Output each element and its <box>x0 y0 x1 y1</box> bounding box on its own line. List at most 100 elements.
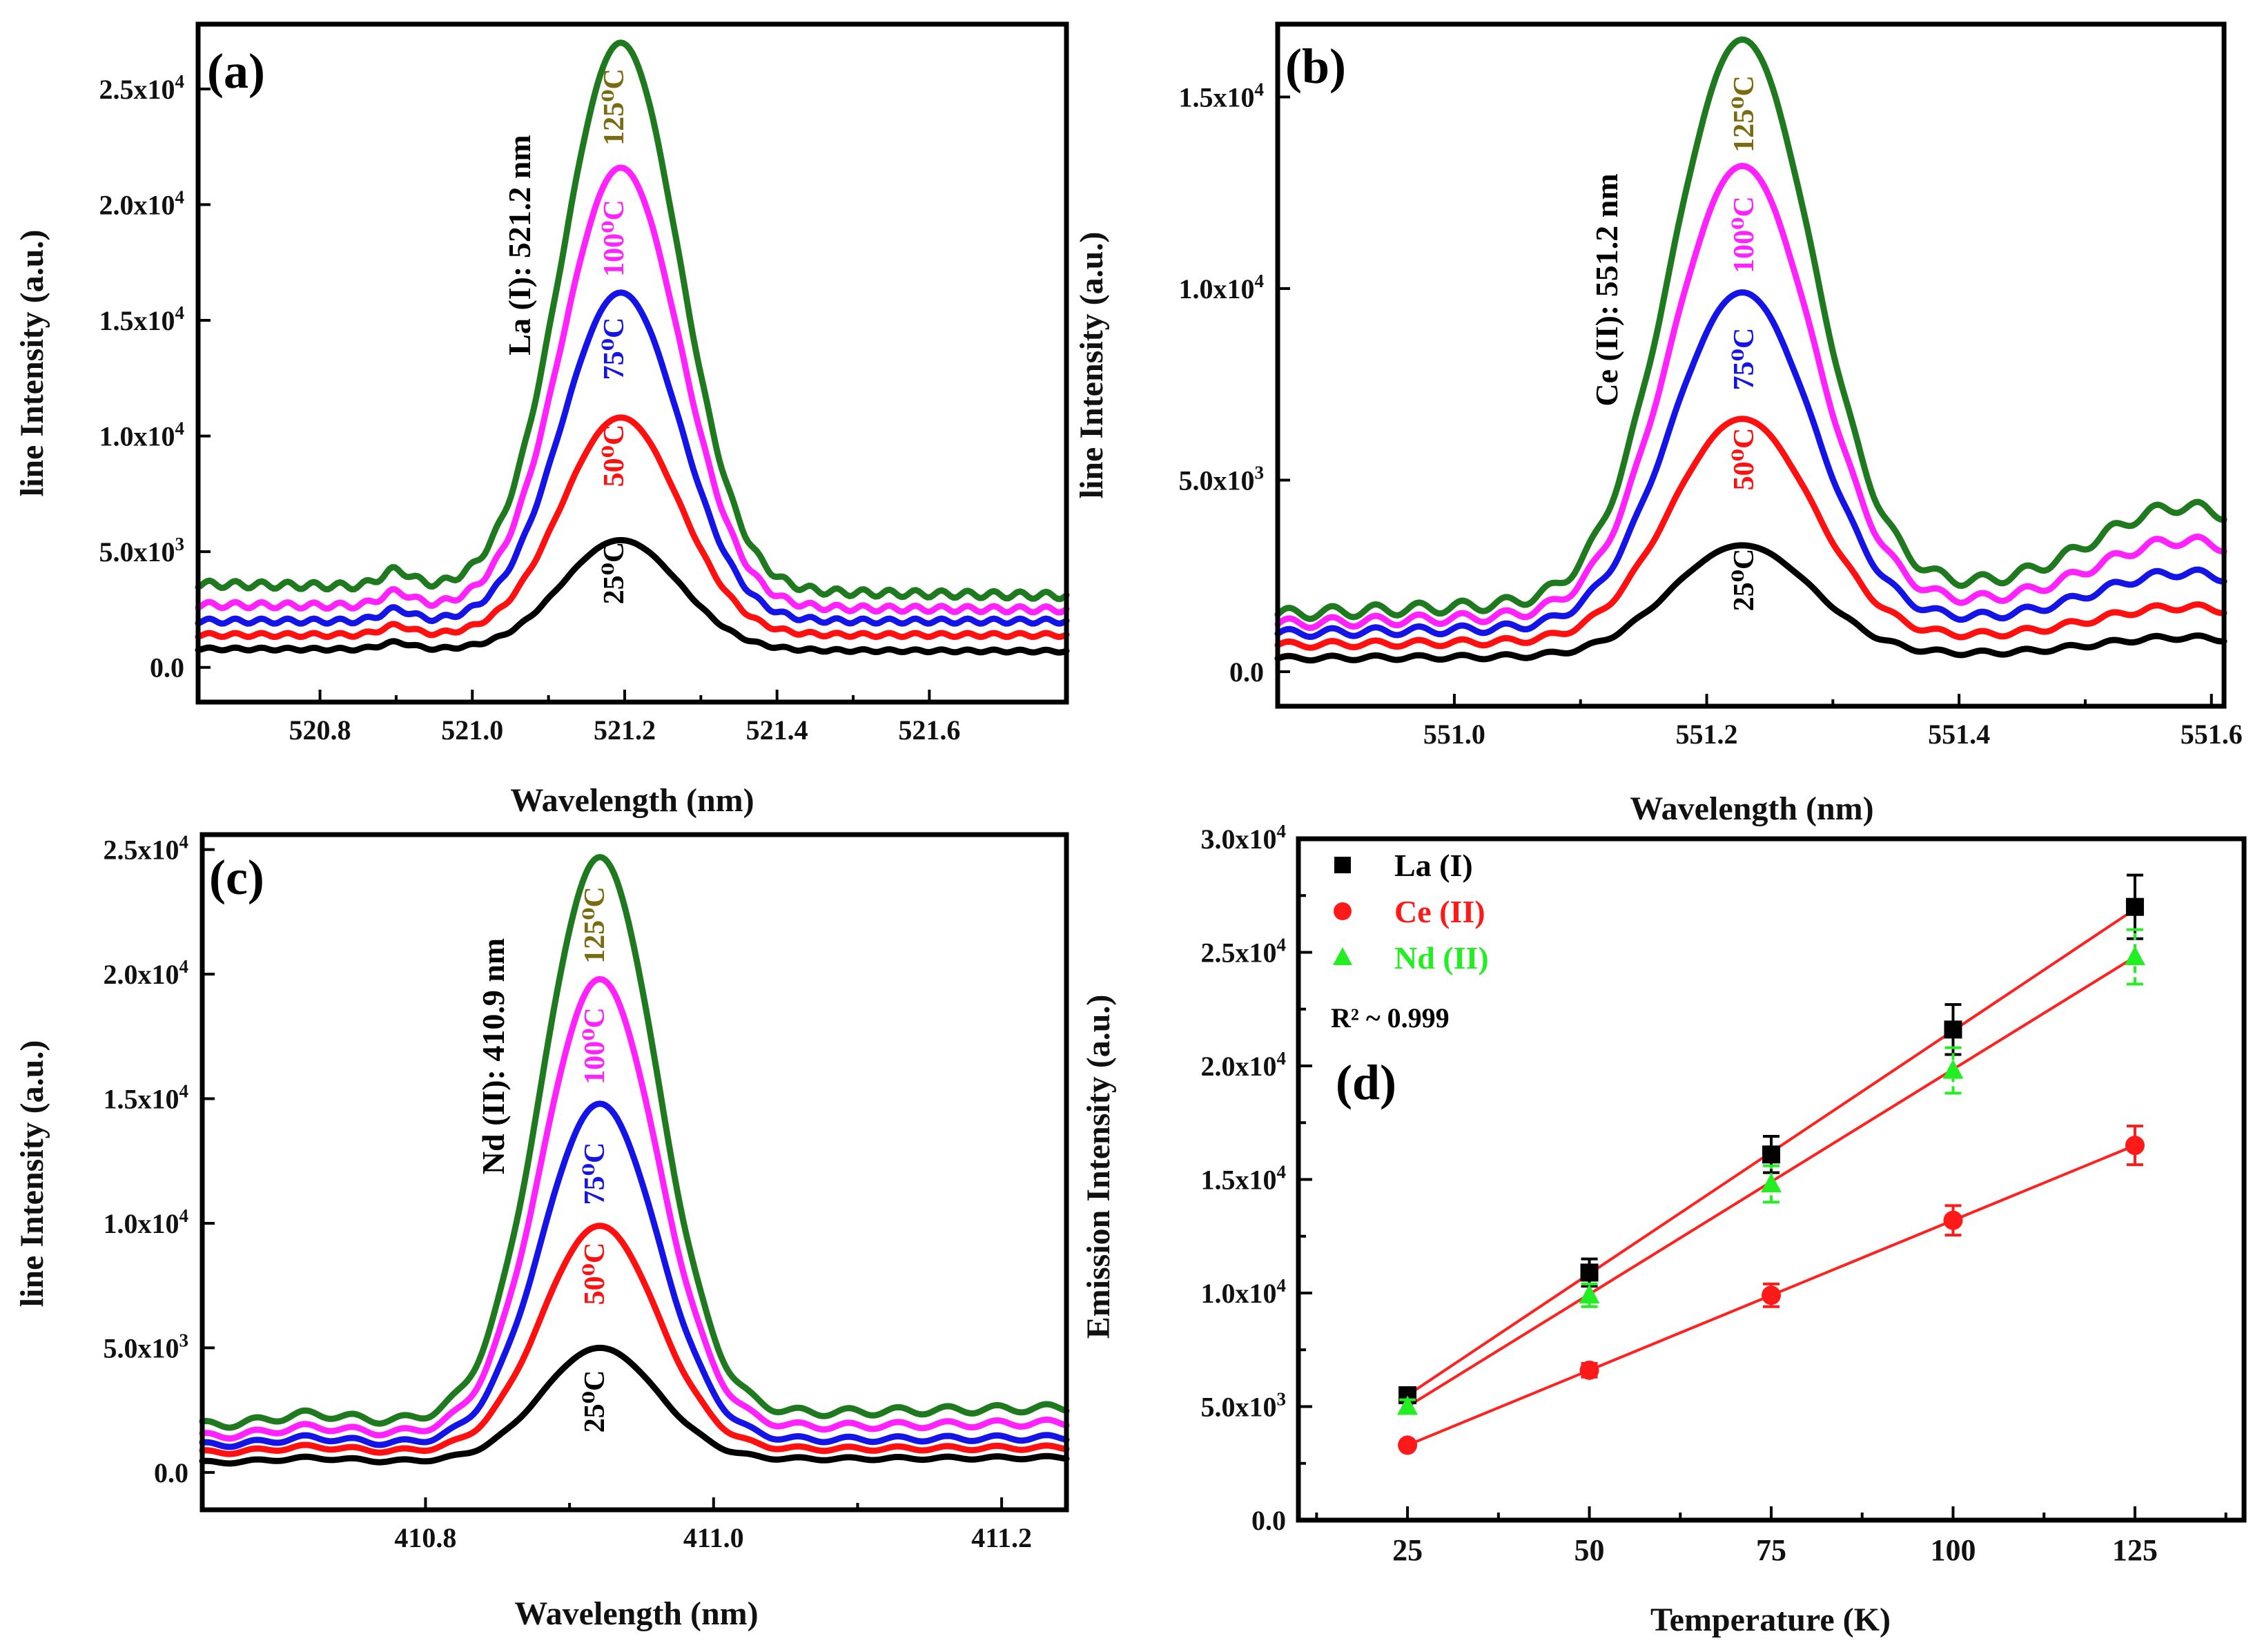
panel-a-ytick-label-exp: 4 <box>175 418 185 439</box>
panel-a-ytick-label: 0.0 <box>150 652 184 683</box>
panel-c-curve-50c <box>199 1223 1070 1457</box>
panel-c-ytick-label: 2.5x104 <box>104 832 189 866</box>
panel-d-xlabel: Temperature (K) <box>1650 1602 1891 1638</box>
panel-b-ytick-label-base: 5.0x10 <box>1179 465 1255 496</box>
panel-a-curves <box>195 39 1070 656</box>
panel-a-xtick-label: 521.4 <box>746 715 808 746</box>
panel-d-data-points <box>1397 873 2145 1455</box>
panel-a-ytick-label-base: 2.0x10 <box>99 189 175 220</box>
panel-c-ytick-label: 2.0x104 <box>104 956 189 990</box>
panel-c-ytick-label-base: 2.5x10 <box>104 835 179 866</box>
panel-c-ytick-label-base: 5.0x10 <box>104 1332 179 1363</box>
legend-marker-la <box>1334 857 1351 873</box>
panel-a-xtick-label: 520.8 <box>289 715 351 746</box>
panel-d-label: (d) <box>1336 1055 1396 1110</box>
panel-a-temp-label-25: 25⁰C <box>598 542 630 605</box>
panel-b-ytick-label-base: 1.5x10 <box>1179 81 1255 113</box>
panel-c-curve-25c <box>199 1344 1070 1467</box>
panel-c-label: (c) <box>209 850 264 905</box>
panel-b-ytick-label-exp: 4 <box>1255 271 1265 291</box>
panel-d-ylabel: Emission Intensity (a.u.) <box>1080 995 1117 1339</box>
panel-b-ce-spectra: 551.0 551.2 551.4 551.60.05.0x1031.0x1041.5… <box>1073 21 2243 827</box>
legend-marker-ce <box>1334 902 1352 920</box>
panel-c-temp-label-100: 100⁰C <box>579 1007 611 1085</box>
panel-b-temp-label-25: 25⁰C <box>1728 549 1760 612</box>
panel-a-ytick-label-exp: 4 <box>175 186 185 207</box>
panel-d-xtick-label: 25 <box>1392 1533 1423 1567</box>
panel-c-ylabel: line Intensity (a.u.) <box>14 1040 50 1308</box>
panel-a-curve-25c <box>195 536 1070 656</box>
panel-c-line-label: Nd (II): 410.9 nm <box>476 938 511 1174</box>
panel-d-ytick-label: 1.5x104 <box>1201 1162 1287 1196</box>
panel-d-frame <box>1296 836 2247 1523</box>
panel-c-ytick-label-base: 1.0x10 <box>104 1208 179 1239</box>
legend-label-la: La (I) <box>1394 848 1473 883</box>
panel-c-ytick-label-exp: 4 <box>179 956 189 977</box>
panel-c-ytick-label: 0.0 <box>154 1457 188 1488</box>
panel-b-temp-label-50: 50⁰C <box>1728 428 1760 491</box>
panel-b-curves <box>1274 36 2227 664</box>
panel-a-label: (a) <box>207 43 265 99</box>
panel-c-ytick-label: 1.5x104 <box>104 1081 189 1115</box>
panel-c-curve-75c <box>199 1100 1070 1450</box>
panel-d-point-nd <box>1942 1059 1964 1079</box>
panel-a-ytick-label-exp: 3 <box>175 534 185 554</box>
panel-d-xtick-label: 50 <box>1574 1533 1605 1567</box>
panel-d-ytick-label-base: 0.0 <box>1251 1505 1286 1536</box>
panel-d-point-ce <box>1762 1285 1781 1305</box>
panel-b-temp-label-100: 100⁰C <box>1728 196 1760 273</box>
panel-d-xtick-label: 100 <box>1930 1533 1976 1567</box>
panel-d-legend: La (I) Ce (II) Nd (II) <box>1333 848 1489 975</box>
panel-a-ytick-label-exp: 4 <box>175 302 185 323</box>
panel-b-ytick-label-base: 1.0x10 <box>1179 273 1255 304</box>
panel-a-ytick-label-base: 5.0x10 <box>99 536 175 567</box>
panel-a-ytick-label: 2.5x104 <box>99 71 185 105</box>
panel-d-ytick-label-base: 2.0x10 <box>1201 1051 1277 1082</box>
panel-d-ticks: 25 50 75 100 1250.05.0x1031.0x1041.5x1042.0x… <box>1201 821 2227 1567</box>
panel-c-temp-label-50: 50⁰C <box>579 1243 611 1305</box>
panel-c-ytick-label-exp: 3 <box>179 1330 189 1350</box>
panel-c-frame <box>199 832 1069 1513</box>
panel-d-ytick-label-exp: 4 <box>1277 1275 1287 1296</box>
panel-a-ytick-label: 5.0x103 <box>99 534 185 567</box>
panel-b-ytick-label-exp: 3 <box>1255 463 1265 483</box>
panel-a-line-label: La (I): 521.2 nm <box>502 135 537 355</box>
panel-d-point-la <box>1944 1020 1962 1039</box>
panel-d-ytick-label-exp: 4 <box>1277 935 1287 955</box>
panel-b-ticks: 551.0 551.2 551.4 551.60.05.0x1031.0x1041.5… <box>1179 79 2243 750</box>
panel-d-point-ce <box>1398 1435 1418 1455</box>
panel-d-point-nd <box>1397 1395 1418 1415</box>
panel-b-xtick-label: 551.6 <box>2181 719 2243 750</box>
panel-d-point-la <box>2125 897 2144 916</box>
panel-d-ytick-label: 2.5x104 <box>1201 935 1287 969</box>
legend-label-ce: Ce (II) <box>1394 894 1485 929</box>
panel-d-ytick-label: 0.0 <box>1251 1505 1286 1536</box>
panel-a-xtick-label: 521.0 <box>441 715 503 746</box>
panel-d-ytick-label-base: 3.0x10 <box>1201 824 1277 855</box>
panel-c-ytick-label: 1.0x104 <box>104 1205 189 1239</box>
panel-b-ytick-label: 5.0x103 <box>1179 463 1265 496</box>
panel-b-temp-label-125: 125⁰C <box>1728 75 1760 153</box>
panel-b-ytick-label: 1.0x104 <box>1179 271 1265 304</box>
panel-b-label: (b) <box>1285 39 1346 94</box>
panel-b-temp-label-75: 75⁰C <box>1728 328 1760 391</box>
panel-c-ytick-label-exp: 4 <box>179 1205 189 1226</box>
panel-d-point-nd <box>1579 1284 1600 1304</box>
panel-d-r-squared: R² ~ 0.999 <box>1331 1002 1450 1033</box>
panel-d-point-ce <box>1943 1210 1963 1230</box>
panel-d-point-la <box>1580 1263 1599 1282</box>
legend-marker-nd <box>1333 947 1352 965</box>
panel-d-ytick-label-base: 1.5x10 <box>1201 1165 1277 1196</box>
panel-d-ytick-label: 3.0x104 <box>1201 821 1287 855</box>
panel-d-point-ce <box>2125 1136 2145 1156</box>
panel-d-xtick-label: 125 <box>2112 1533 2158 1567</box>
panel-a-ytick-label-base: 1.5x10 <box>99 305 175 336</box>
panel-c-xtick-label: 410.8 <box>394 1522 456 1553</box>
panel-a-ytick-label: 2.0x104 <box>99 186 185 220</box>
panel-d-emission-vs-temperature: 25 50 75 100 1250.05.0x1031.0x1041.5x1042.0x… <box>1080 821 2247 1638</box>
panel-b-ylabel: line Intensity (a.u.) <box>1073 232 1110 499</box>
panel-b-curve-25c <box>1274 542 2227 664</box>
panel-c-temp-label-125: 125⁰C <box>579 886 611 964</box>
panel-c-temp-label-25: 25⁰C <box>579 1370 611 1433</box>
